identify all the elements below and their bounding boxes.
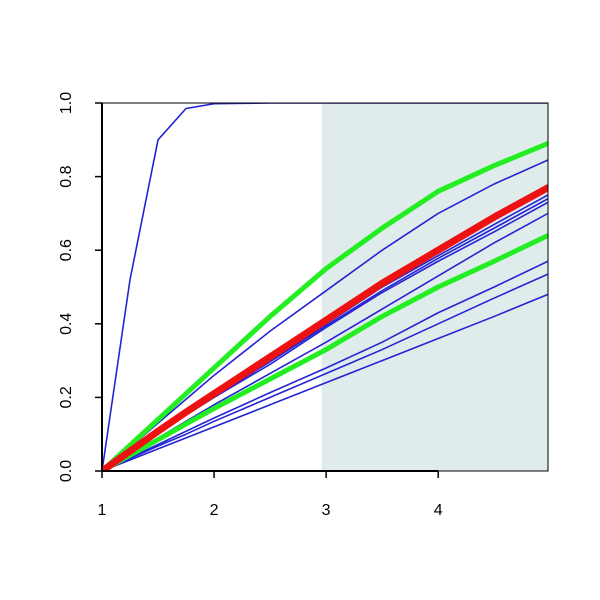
lines-layer: [102, 103, 548, 471]
x-tick-label: 2: [210, 502, 219, 519]
series-line: [102, 260, 548, 471]
series-line: [102, 140, 548, 471]
x-tick-label: 1: [98, 502, 107, 519]
axes-layer: 0.0 0.2 0.4 0.6 0.8 1.0 1 2 3 4: [58, 92, 549, 519]
x-tick-label: 4: [434, 502, 443, 519]
series-line: [102, 232, 548, 471]
y-tick-label: 0.0: [58, 460, 75, 482]
y-tick-label: 1.0: [58, 92, 75, 114]
series-line: [102, 273, 548, 471]
x-tick-label: 3: [322, 502, 331, 519]
y-tick-label: 0.8: [58, 165, 75, 187]
y-tick-label: 0.4: [58, 313, 75, 335]
series-line: [102, 103, 548, 471]
series-line: [102, 293, 548, 471]
y-tick-label: 0.6: [58, 239, 75, 261]
y-tick-label: 0.2: [58, 386, 75, 408]
series-line: [102, 184, 548, 471]
